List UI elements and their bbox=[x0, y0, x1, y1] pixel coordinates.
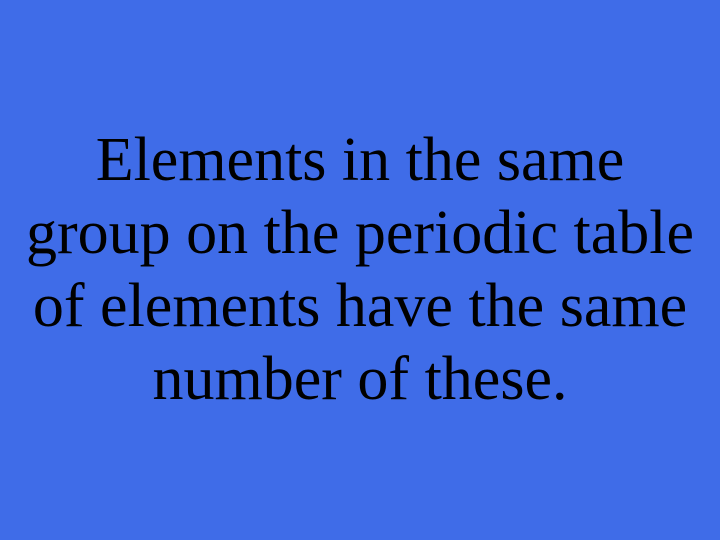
slide-body-text: Elements in the same group on the period… bbox=[0, 124, 720, 417]
